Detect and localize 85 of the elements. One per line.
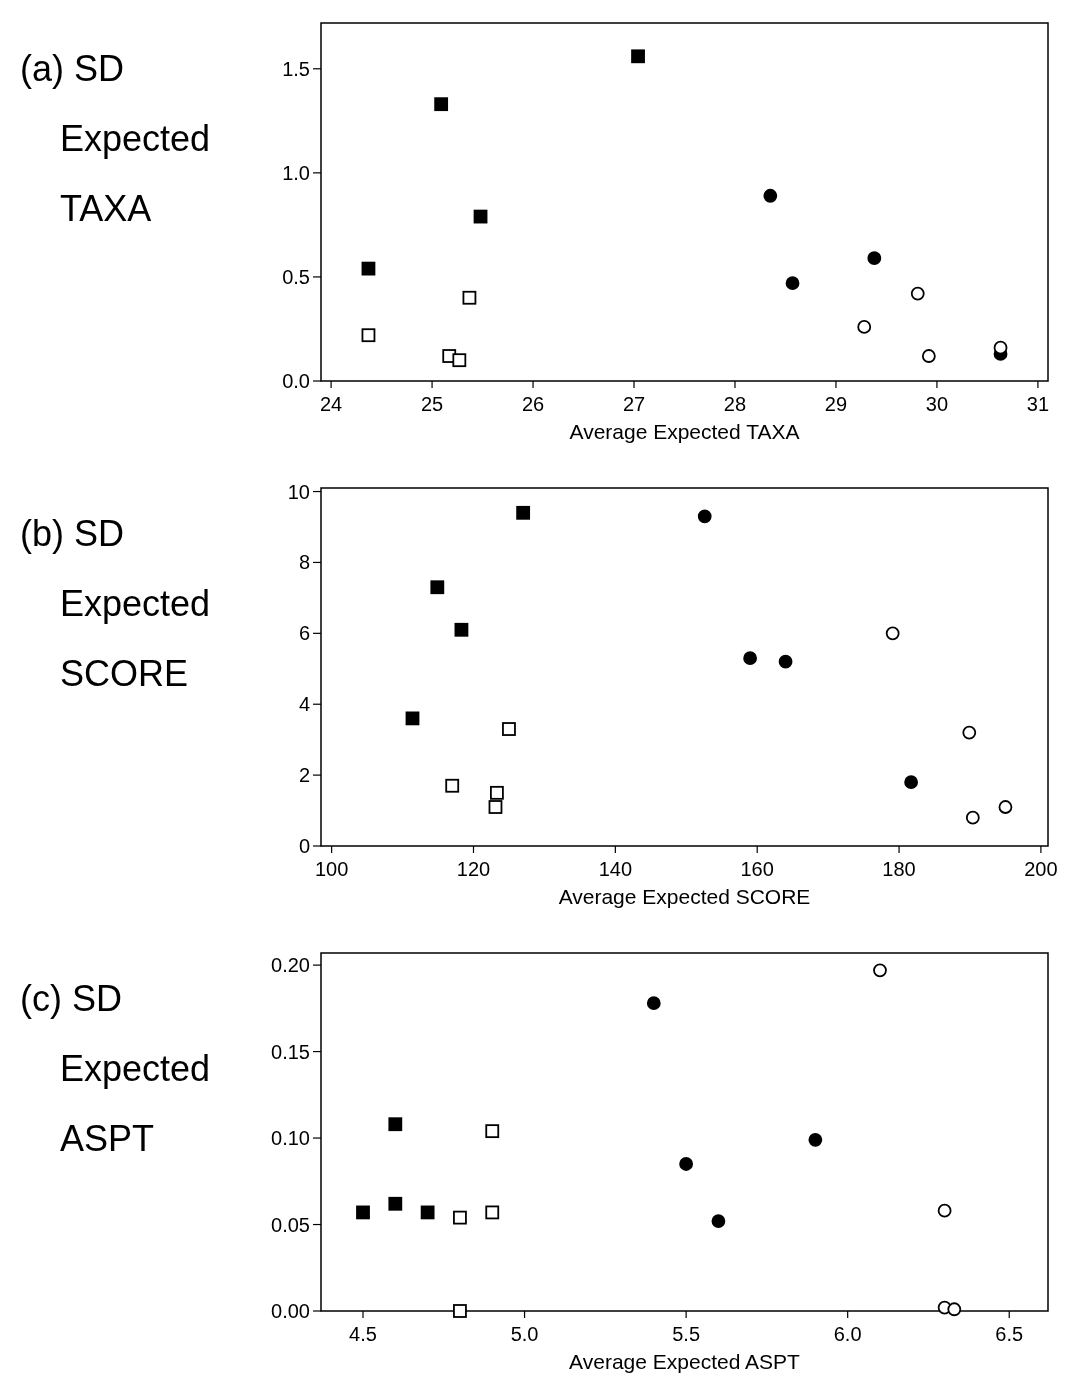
x-tick-label: 30 — [925, 393, 949, 415]
point — [356, 1205, 370, 1220]
point — [405, 711, 420, 726]
point — [711, 1214, 726, 1228]
point — [488, 800, 503, 814]
point — [993, 340, 1008, 355]
point — [388, 1117, 403, 1132]
point — [965, 810, 980, 825]
x-axis-title: Average Expected ASPT — [569, 1350, 801, 1373]
x-tick-label: 120 — [456, 858, 491, 880]
x-tick-label: 4.5 — [349, 1323, 377, 1345]
point — [445, 778, 460, 793]
x-tick-label: 160 — [740, 858, 774, 880]
point — [904, 775, 919, 790]
point — [962, 725, 977, 740]
x-tick-label: 180 — [882, 858, 916, 880]
y-tick-label: 0 — [298, 835, 310, 857]
point — [462, 290, 477, 305]
point — [937, 1203, 952, 1218]
y-axis-title: (a) SD Expected TAXA — [20, 48, 211, 229]
y-tick-label: 2 — [298, 764, 310, 787]
point — [763, 188, 778, 203]
point — [434, 97, 449, 112]
point — [453, 1210, 467, 1225]
x-tick-label: 140 — [598, 858, 633, 880]
point — [785, 276, 800, 291]
x-tick-label: 26 — [521, 393, 545, 415]
y-tick-label: 0.10 — [271, 1127, 310, 1150]
x-tick-label: 200 — [1024, 858, 1058, 880]
point — [516, 505, 531, 520]
point — [646, 996, 661, 1011]
point — [679, 1157, 694, 1171]
y-tick-label: 0.0 — [282, 370, 310, 392]
y-tick-label: 0.05 — [271, 1213, 310, 1236]
point — [921, 349, 936, 363]
x-tick-label: 6.0 — [833, 1323, 862, 1345]
x-tick-label: 27 — [622, 393, 646, 415]
point — [631, 49, 645, 64]
point — [697, 509, 712, 524]
y-tick-label: 0.20 — [271, 954, 310, 977]
x-axis-title: Average Expected SCORE — [558, 885, 811, 908]
y-axis-title: (c) SD Expected ASPT — [20, 978, 211, 1159]
point — [473, 209, 488, 224]
y-tick-label: 0.15 — [271, 1040, 310, 1063]
x-tick-label: 5.0 — [510, 1323, 539, 1345]
y-tick-label: 10 — [287, 480, 310, 503]
point — [947, 1302, 962, 1317]
y-tick-label: 4 — [298, 693, 310, 716]
x-tick-label: 31 — [1026, 393, 1050, 415]
point — [502, 722, 516, 736]
point — [873, 963, 887, 978]
point — [885, 626, 900, 641]
point — [388, 1196, 403, 1211]
point — [778, 654, 793, 669]
point — [361, 261, 376, 276]
point — [998, 800, 1013, 814]
x-tick-label: 28 — [723, 393, 747, 415]
point — [452, 353, 467, 368]
x-tick-label: 29 — [824, 393, 848, 415]
x-tick-label: 100 — [314, 858, 349, 880]
point — [420, 1205, 435, 1220]
y-tick-label: 6 — [298, 622, 310, 645]
x-axis-title: Average Expected TAXA — [569, 420, 800, 443]
point — [453, 1304, 467, 1318]
point — [867, 251, 882, 266]
x-tick-label: 24 — [319, 393, 343, 415]
point — [361, 328, 376, 343]
y-tick-label: 8 — [298, 551, 310, 574]
point — [485, 1124, 500, 1139]
point — [490, 785, 504, 800]
point — [430, 580, 445, 595]
point — [857, 319, 872, 334]
x-tick-label: 25 — [420, 393, 444, 415]
point — [743, 651, 758, 666]
point — [485, 1205, 500, 1220]
x-tick-label: 5.5 — [672, 1323, 701, 1345]
x-tick-label: 6.5 — [995, 1323, 1024, 1345]
y-tick-label: 0.00 — [271, 1300, 310, 1322]
point — [808, 1132, 823, 1147]
point — [454, 622, 469, 637]
y-tick-label: 1.5 — [282, 57, 310, 80]
y-tick-label: 1.0 — [282, 161, 310, 184]
y-tick-label: 0.5 — [282, 265, 310, 288]
y-axis-title: (b) SD Expected SCORE — [20, 513, 211, 694]
point — [910, 286, 925, 301]
